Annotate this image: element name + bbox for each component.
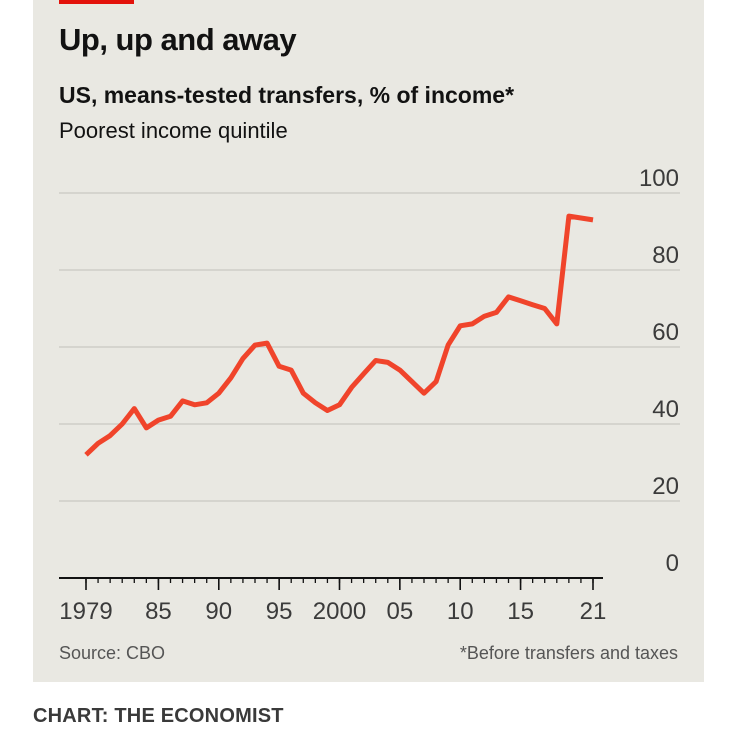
x-tick-label: 2000 [313,598,366,625]
chart-panel [33,0,704,682]
x-tick-label: 90 [205,598,232,625]
y-tick-label: 20 [652,473,679,500]
x-tick-label: 15 [507,598,534,625]
series-line [84,213,594,457]
source-note: Source: CBO [59,643,166,663]
x-tick-label: 10 [447,598,474,625]
footnote: *Before transfers and taxes [459,643,678,663]
y-tick-label: 80 [652,242,679,269]
y-tick-label: 60 [652,319,679,346]
x-tick-label: 21 [580,598,607,625]
x-tick-label: 05 [387,598,414,625]
y-tick-label: 40 [652,396,679,423]
x-tick-label: 1979 [59,598,112,625]
brand-tag [59,0,134,4]
chart-credit: CHART: THE ECONOMIST [33,705,284,727]
chart-title: Up, up and away [59,22,297,57]
x-tick-label: 95 [266,598,293,625]
chart-subtitle: US, means-tested transfers, % of income* [59,82,515,108]
y-tick-label: 100 [639,165,679,192]
chart-series-label: Poorest income quintile [59,118,288,143]
x-tick-label: 85 [145,598,172,625]
y-tick-label: 0 [666,550,679,577]
